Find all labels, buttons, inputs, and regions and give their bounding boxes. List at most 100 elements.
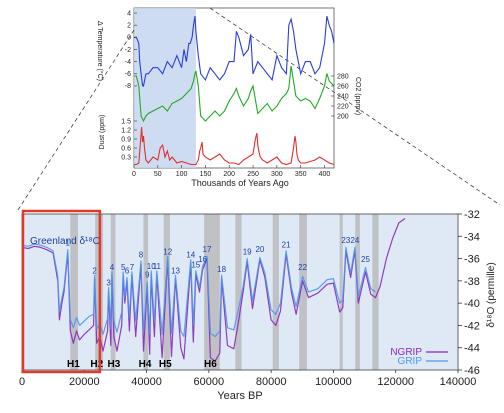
xtick-label: 100000 <box>315 376 352 388</box>
xtick-label: 20000 <box>69 376 100 388</box>
inset-ytick-label: 240 <box>337 93 349 100</box>
event-label: 21 <box>282 241 291 250</box>
inset-series-line <box>134 126 335 166</box>
inset-ytick-label: 1.2 <box>121 127 131 134</box>
stadial-band <box>143 214 149 370</box>
event-label: 23 <box>341 236 350 245</box>
inset-panel: 4 2 0 -2 -4 -6 -8 Δ Temperature (°C) 280 260 240 22… <box>96 7 361 188</box>
y-axis-label: δ¹⁸O (permille) <box>486 262 497 327</box>
inset-ytick-label: 220 <box>337 103 349 110</box>
event-label: 5 <box>121 263 126 272</box>
event-label: 7 <box>130 263 135 272</box>
ytick-label: -44 <box>464 343 480 355</box>
ytick-label: -36 <box>464 254 480 266</box>
xtick-label: 140000 <box>440 376 477 388</box>
event-label: 13 <box>171 266 180 275</box>
connector-line <box>17 29 135 211</box>
zoom-connectors <box>17 7 501 211</box>
heinrich-label: H3 <box>107 359 120 370</box>
inset-ytick-label: -8 <box>125 83 131 90</box>
xtick-label: 80000 <box>256 376 287 388</box>
event-label: 18 <box>217 265 226 274</box>
inset-xtick-label: 0 <box>132 171 136 178</box>
ytick-label: -42 <box>464 320 480 332</box>
inset-ytick-label: 200 <box>337 113 349 120</box>
main-panel: -32 -34 -36 -38 -40 -42 -44 -46 0 20000 40000 60000… <box>19 209 497 402</box>
inset-xlabel: Thousands of Years Ago <box>191 178 289 188</box>
inset-ytick-label: 1.5 <box>121 118 131 125</box>
inset-ytick-label: -4 <box>125 59 131 66</box>
ytick-label: -34 <box>464 231 480 243</box>
event-label: 10 <box>147 262 156 271</box>
stadial-band <box>299 214 307 370</box>
event-label: 4 <box>110 263 115 272</box>
heinrich-label: H4 <box>139 359 152 370</box>
event-label: 1 <box>66 238 71 247</box>
inset-ytick-label: 0.9 <box>121 136 131 143</box>
event-label: 25 <box>361 255 370 264</box>
stadial-band <box>339 214 343 370</box>
xtick-label: 0 <box>19 376 25 388</box>
event-label: 14 <box>186 251 195 260</box>
ytick-label: -40 <box>464 298 480 310</box>
highlight-box <box>21 209 102 374</box>
ytick-label: -32 <box>464 209 480 221</box>
xtick-label: 120000 <box>377 376 414 388</box>
inset-highlight <box>134 8 196 168</box>
heinrich-label: H6 <box>204 359 217 370</box>
xtick-label: 40000 <box>131 376 162 388</box>
inset-ytick-label: 260 <box>337 83 349 90</box>
inset-axis-label: CO2 (ppmv) <box>354 77 361 115</box>
event-label: 16 <box>198 255 207 264</box>
event-label: 6 <box>125 266 130 275</box>
heinrich-label: H5 <box>159 359 172 370</box>
inset-ytick-label: 280 <box>337 73 349 80</box>
inset-xtick-label: 150 <box>200 171 212 178</box>
stadial-band <box>272 214 279 370</box>
event-label: 2 <box>92 266 97 275</box>
inset-xtick-label: 350 <box>295 171 307 178</box>
series-line-grip <box>21 243 376 338</box>
inset-xtick-label: 50 <box>154 171 162 178</box>
inset-axis-label: Δ Temperature (°C) <box>96 21 104 81</box>
stadial-band <box>70 214 79 370</box>
greenland-annotation: Greenland δ¹⁸O <box>30 236 101 247</box>
inset-xtick-label: 100 <box>176 171 188 178</box>
event-label: 12 <box>163 247 172 256</box>
event-label: 8 <box>139 251 144 260</box>
inset-series-line <box>134 65 335 123</box>
inset-xtick-label: 250 <box>247 171 259 178</box>
inset-xtick-label: 200 <box>223 171 235 178</box>
inset-ytick-label: 4 <box>127 10 131 17</box>
legend-label: NGRIP <box>390 347 422 358</box>
event-label: 19 <box>243 247 252 256</box>
inset-ytick-label: 2 <box>127 22 131 29</box>
x-axis-label: Years BP <box>217 390 262 402</box>
stadial-band <box>163 214 170 370</box>
event-label: 22 <box>298 263 307 272</box>
legend-label: GRIP <box>398 356 423 367</box>
stadial-band <box>235 214 242 370</box>
event-label: 11 <box>153 262 162 271</box>
inset-ytick-label: -2 <box>125 47 131 54</box>
inset-ytick-label: 0.6 <box>121 145 131 152</box>
event-label: 9 <box>145 271 150 280</box>
inset-axis-label: Dust (ppm) <box>99 115 106 150</box>
inset-xtick-label: 300 <box>271 171 283 178</box>
inset-ytick-label: 0.3 <box>121 154 131 161</box>
xtick-label: 60000 <box>194 376 225 388</box>
event-label: 17 <box>203 245 212 254</box>
heinrich-label: H1 <box>67 359 80 370</box>
stadial-band <box>204 214 220 370</box>
event-label: 3 <box>106 279 111 288</box>
inset-xtick-label: 400 <box>319 171 331 178</box>
event-label: 20 <box>255 245 264 254</box>
inset-series-line <box>134 15 335 87</box>
connector-line <box>209 7 501 206</box>
heinrich-label: H2 <box>90 359 103 370</box>
ytick-label: -38 <box>464 276 480 288</box>
inset-ytick-label: -6 <box>125 71 131 78</box>
ytick-label: -46 <box>464 365 480 377</box>
